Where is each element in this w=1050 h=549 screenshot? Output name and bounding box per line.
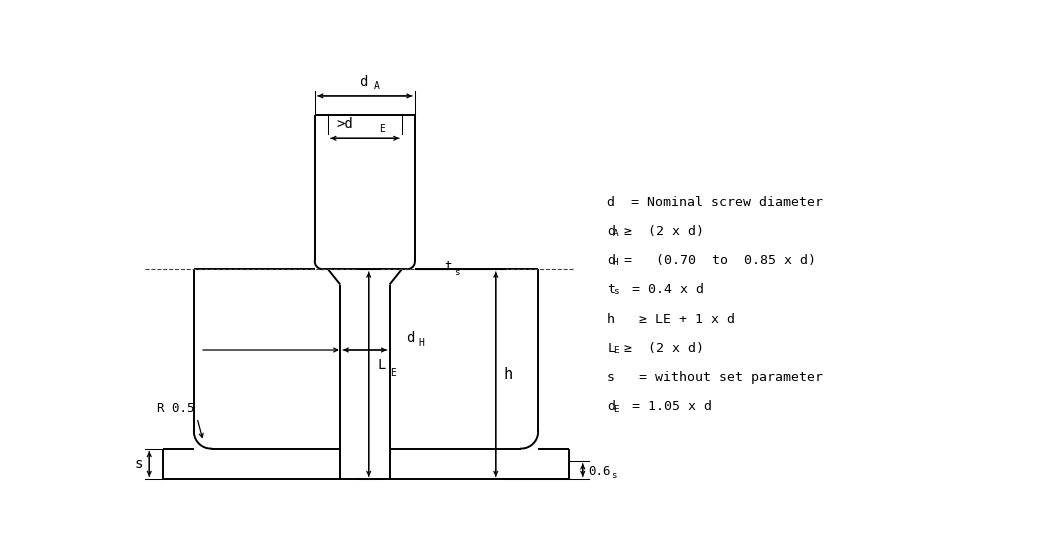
Text: E: E: [379, 124, 385, 133]
Text: s: s: [611, 471, 616, 480]
Text: d: d: [607, 225, 615, 238]
Text: 0.6: 0.6: [588, 465, 611, 478]
Text: L: L: [607, 342, 615, 355]
Text: s: s: [455, 268, 460, 277]
Text: H: H: [613, 258, 618, 267]
Text: d: d: [359, 75, 368, 89]
Text: R 0.5: R 0.5: [158, 402, 194, 414]
Text: E: E: [391, 368, 396, 378]
Text: t: t: [444, 260, 452, 273]
Text: s: s: [613, 288, 618, 296]
Text: d: d: [607, 400, 615, 413]
Text: H: H: [419, 339, 424, 349]
Text: L: L: [378, 358, 386, 372]
Text: d: d: [406, 332, 415, 345]
Text: t: t: [607, 283, 615, 296]
Text: d: d: [607, 254, 615, 267]
Text: s   = without set parameter: s = without set parameter: [607, 371, 823, 384]
Text: >d: >d: [336, 117, 353, 131]
Text: =   (0.70  to  0.85 x d): = (0.70 to 0.85 x d): [616, 254, 817, 267]
Text: E: E: [613, 346, 618, 355]
Text: A: A: [613, 229, 618, 238]
Text: = 1.05 x d: = 1.05 x d: [616, 400, 713, 413]
Text: h   ≥ LE + 1 x d: h ≥ LE + 1 x d: [607, 313, 735, 326]
Text: d  = Nominal screw diameter: d = Nominal screw diameter: [607, 195, 823, 209]
Text: A: A: [374, 81, 380, 91]
Text: h: h: [504, 367, 512, 382]
Text: ≥  (2 x d): ≥ (2 x d): [616, 342, 705, 355]
Text: E: E: [613, 405, 618, 413]
Text: s: s: [134, 457, 143, 471]
Text: ≥  (2 x d): ≥ (2 x d): [616, 225, 705, 238]
Text: = 0.4 x d: = 0.4 x d: [616, 283, 705, 296]
